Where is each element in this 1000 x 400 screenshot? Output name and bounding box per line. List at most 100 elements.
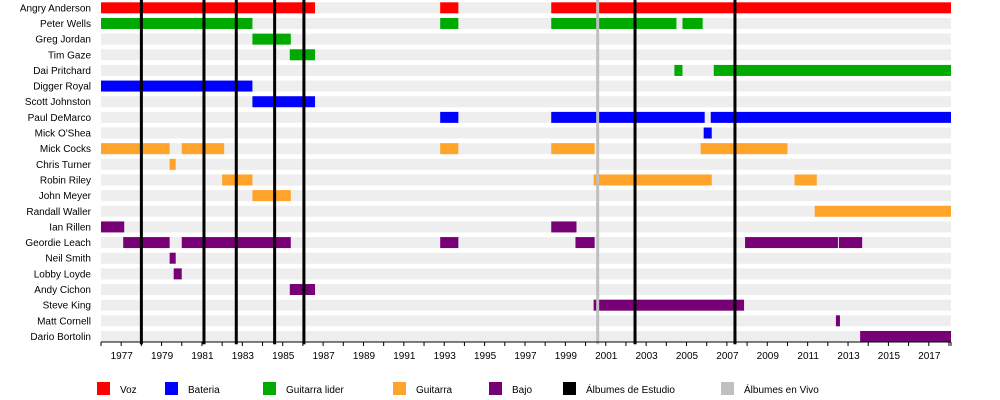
row-background: [101, 174, 951, 186]
bar-bajo: [835, 315, 840, 327]
member-label: Digger Royal: [33, 82, 91, 93]
legend: Voz Bateria Guitarra lider Guitarra Bajo Álbu…: [97, 382, 819, 396]
x-tick-label: 1977: [111, 351, 134, 362]
legend-swatch-guitarra_lider: [263, 382, 276, 395]
member-label: Matt Cornell: [37, 316, 91, 327]
studio-album-line: [302, 0, 306, 345]
legend-swatch-vivo: [721, 382, 734, 395]
bar-bateria: [551, 111, 705, 123]
row-background: [101, 49, 951, 61]
bar-guitarra_lider: [289, 49, 316, 61]
bar-guitarra_lider: [674, 64, 683, 76]
studio-album-line: [733, 0, 737, 345]
bar-guitarra: [169, 158, 176, 170]
bar-guitarra: [252, 190, 291, 202]
bar-bajo: [289, 284, 316, 296]
row-background: [101, 268, 951, 280]
row-background: [101, 2, 951, 14]
member-label: Greg Jordan: [35, 35, 91, 46]
row-background: [101, 80, 951, 92]
legend-label-bajo: Bajo: [512, 385, 532, 396]
x-tick-label: 2005: [676, 351, 699, 362]
studio-album-line: [273, 0, 277, 345]
bar-bajo: [593, 299, 745, 311]
legend-swatch-estudio: [563, 382, 576, 395]
row-background: [101, 96, 951, 108]
row-background: [101, 143, 951, 155]
bar-bajo: [838, 237, 863, 249]
member-label: Andy Cichon: [34, 285, 91, 296]
x-tick-label: 1989: [353, 351, 376, 362]
legend-swatch-guitarra: [393, 382, 406, 395]
row-backgrounds: [101, 2, 951, 342]
bar-bajo: [860, 330, 951, 342]
row-background: [101, 111, 951, 123]
member-label: Robin Riley: [40, 175, 91, 186]
row-background: [101, 252, 951, 264]
bar-bajo: [123, 237, 170, 249]
member-label: Randall Waller: [26, 207, 91, 218]
x-tick-label: 2001: [595, 351, 618, 362]
member-label: Tim Gaze: [48, 50, 91, 61]
album-lines: [139, 0, 737, 345]
member-label: Scott Johnston: [25, 97, 91, 108]
x-tick-label: 2015: [878, 351, 901, 362]
member-label: Angry Anderson: [20, 3, 91, 14]
bar-voz: [551, 2, 951, 14]
row-background: [101, 17, 951, 29]
legend-label-estudio: Álbumes de Estudio: [586, 383, 675, 396]
bar-bateria: [101, 80, 253, 92]
row-background: [101, 284, 951, 296]
bar-guitarra: [794, 174, 817, 186]
studio-album-line: [139, 0, 143, 345]
x-tick-label: 1985: [272, 351, 295, 362]
bar-guitarra_lider: [101, 17, 253, 29]
member-labels: Angry Anderson Peter Wells Greg Jordan Tim …: [20, 3, 92, 343]
bar-guitarra_lider: [682, 17, 703, 29]
row-background: [101, 315, 951, 327]
x-tick-label: 2017: [918, 351, 941, 362]
legend-label-guitarra: Guitarra: [416, 385, 453, 396]
bar-bateria: [440, 111, 459, 123]
x-tick-label: 2007: [716, 351, 739, 362]
bar-guitarra_lider: [713, 64, 951, 76]
legend-label-bateria: Bateria: [188, 385, 220, 396]
row-background: [101, 205, 951, 217]
x-tick-label: 2013: [837, 351, 860, 362]
bar-bajo: [575, 237, 595, 249]
member-label: Dario Bortolin: [30, 332, 91, 343]
row-background: [101, 237, 951, 249]
bar-guitarra: [101, 143, 170, 155]
member-label: Geordie Leach: [25, 238, 91, 249]
x-tick-label: 1983: [232, 351, 255, 362]
bar-guitarra_lider: [252, 33, 291, 45]
bar-bateria: [710, 111, 951, 123]
member-label: Chris Turner: [36, 160, 92, 171]
row-background: [101, 221, 951, 233]
legend-swatch-bateria: [165, 382, 178, 395]
member-label: Ian Rillen: [49, 222, 91, 233]
membership-bars: [101, 2, 951, 342]
bar-guitarra: [551, 143, 595, 155]
bar-bateria: [252, 96, 316, 108]
row-background: [101, 330, 951, 342]
row-background: [101, 64, 951, 76]
bar-bajo: [173, 268, 182, 280]
bar-bajo: [101, 221, 125, 233]
bar-guitarra_lider: [440, 17, 459, 29]
member-label: Steve King: [43, 301, 91, 312]
legend-label-guitarra_lider: Guitarra lider: [286, 385, 344, 396]
legend-label-vivo: Álbumes en Vivo: [744, 383, 819, 396]
legend-swatch-voz: [97, 382, 110, 395]
legend-label-voz: Voz: [120, 385, 137, 396]
bar-guitarra: [593, 174, 712, 186]
legend-swatch-bajo: [489, 382, 502, 395]
bar-voz: [440, 2, 459, 14]
bar-bateria: [703, 127, 712, 139]
member-label: Mick Cocks: [40, 144, 91, 155]
studio-album-line: [234, 0, 238, 345]
studio-album-line: [202, 0, 206, 345]
live-album-line: [596, 0, 600, 345]
bar-guitarra_lider: [551, 17, 677, 29]
